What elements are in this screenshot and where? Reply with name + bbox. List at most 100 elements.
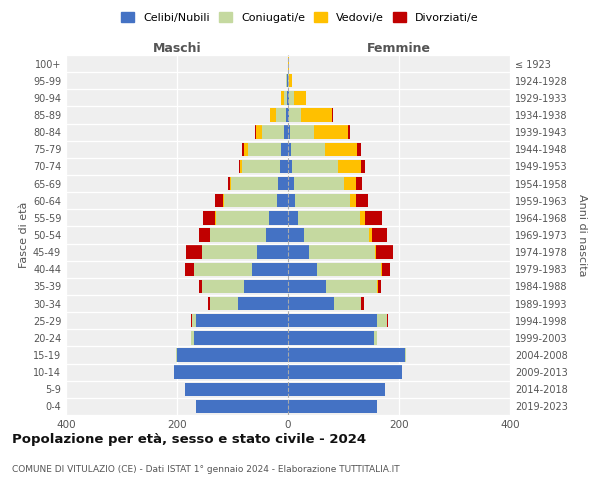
Bar <box>202 246 257 259</box>
Bar <box>334 297 361 310</box>
Bar <box>356 177 362 190</box>
Y-axis label: Fasce di età: Fasce di età <box>19 202 29 268</box>
Bar <box>185 262 194 276</box>
Bar <box>332 108 333 122</box>
Bar <box>280 160 288 173</box>
Bar <box>215 194 223 207</box>
Bar <box>338 160 361 173</box>
Bar <box>404 348 406 362</box>
Bar <box>230 177 231 190</box>
Bar <box>369 228 372 241</box>
Bar <box>356 194 368 207</box>
Text: Femmine: Femmine <box>367 42 431 55</box>
Bar <box>196 314 288 328</box>
Bar <box>288 194 295 207</box>
Bar <box>244 280 288 293</box>
Bar <box>211 297 238 310</box>
Bar <box>185 382 288 396</box>
Bar <box>358 142 361 156</box>
Bar <box>365 211 382 224</box>
Bar <box>377 280 378 293</box>
Bar <box>291 142 325 156</box>
Bar <box>216 211 269 224</box>
Bar <box>374 246 376 259</box>
Bar <box>361 160 365 173</box>
Bar <box>281 142 288 156</box>
Bar <box>343 177 356 190</box>
Bar <box>378 280 380 293</box>
Bar <box>254 126 256 139</box>
Text: COMUNE DI VITULAZIO (CE) - Dati ISTAT 1° gennaio 2024 - Elaborazione TUTTITALIA.: COMUNE DI VITULAZIO (CE) - Dati ISTAT 1°… <box>12 465 400 474</box>
Bar <box>288 108 289 122</box>
Text: Popolazione per età, sesso e stato civile - 2024: Popolazione per età, sesso e stato civil… <box>12 432 366 446</box>
Bar <box>177 348 288 362</box>
Bar <box>244 142 248 156</box>
Bar <box>242 142 244 156</box>
Text: Maschi: Maschi <box>152 42 202 55</box>
Bar <box>191 314 192 328</box>
Bar <box>266 228 288 241</box>
Bar <box>288 91 289 104</box>
Bar <box>293 91 306 104</box>
Bar <box>288 74 289 88</box>
Bar <box>387 314 388 328</box>
Bar <box>288 366 402 379</box>
Bar <box>374 331 377 344</box>
Bar <box>288 126 290 139</box>
Bar <box>224 194 277 207</box>
Bar <box>252 262 288 276</box>
Bar <box>199 280 202 293</box>
Bar <box>288 314 377 328</box>
Bar <box>288 228 304 241</box>
Bar <box>284 91 287 104</box>
Bar <box>288 400 377 413</box>
Bar <box>231 177 278 190</box>
Bar <box>309 246 374 259</box>
Bar <box>348 126 350 139</box>
Bar <box>288 382 385 396</box>
Bar <box>314 126 348 139</box>
Bar <box>290 126 314 139</box>
Bar <box>382 262 390 276</box>
Bar <box>289 108 301 122</box>
Bar <box>239 160 240 173</box>
Bar <box>240 160 242 173</box>
Bar <box>292 160 338 173</box>
Bar <box>278 177 288 190</box>
Bar <box>288 246 309 259</box>
Bar <box>288 160 292 173</box>
Bar <box>270 108 276 122</box>
Bar <box>288 331 374 344</box>
Bar <box>326 280 377 293</box>
Bar <box>196 400 288 413</box>
Bar <box>288 177 293 190</box>
Bar <box>256 126 262 139</box>
Bar <box>377 314 387 328</box>
Bar <box>293 177 343 190</box>
Bar <box>298 211 360 224</box>
Bar <box>257 246 288 259</box>
Legend: Celibi/Nubili, Coniugati/e, Vedovi/e, Divorziati/e: Celibi/Nubili, Coniugati/e, Vedovi/e, Di… <box>117 8 483 28</box>
Bar <box>277 194 288 207</box>
Bar <box>288 280 326 293</box>
Y-axis label: Anni di nascita: Anni di nascita <box>577 194 587 276</box>
Bar <box>288 142 291 156</box>
Bar <box>192 314 196 328</box>
Bar <box>194 331 288 344</box>
Bar <box>376 246 394 259</box>
Bar <box>380 262 382 276</box>
Bar <box>228 177 230 190</box>
Bar <box>301 108 332 122</box>
Bar <box>248 142 281 156</box>
Bar <box>295 194 350 207</box>
Bar <box>288 262 317 276</box>
Bar <box>202 280 244 293</box>
Bar <box>176 348 177 362</box>
Bar <box>174 366 288 379</box>
Bar <box>262 126 284 139</box>
Bar <box>242 160 280 173</box>
Bar <box>360 211 365 224</box>
Bar <box>281 91 284 104</box>
Bar <box>288 211 298 224</box>
Bar <box>325 142 358 156</box>
